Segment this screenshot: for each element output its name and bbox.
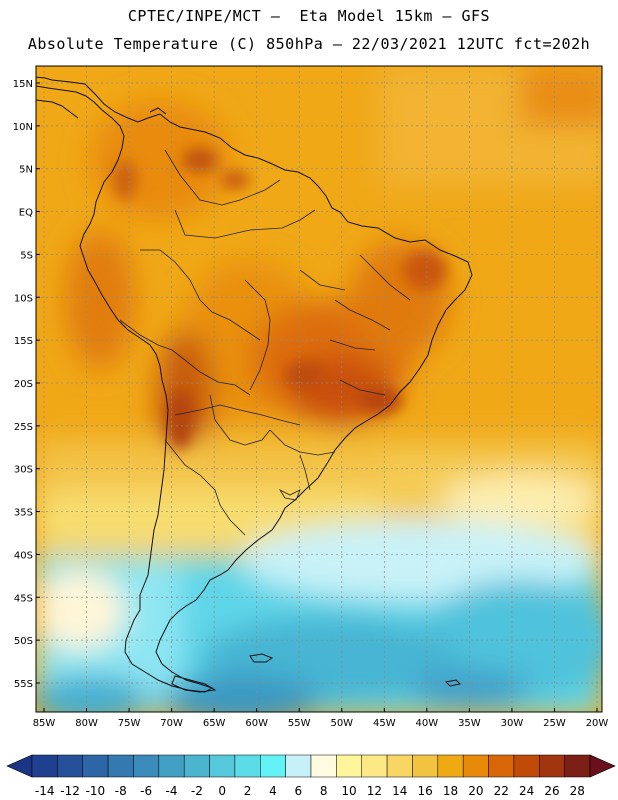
colorbar-label: 0 [218,784,226,798]
colorbar-label: 28 [570,784,585,798]
colorbar-swatch [386,754,413,778]
colorbar-label: -8 [115,784,127,798]
colorbar-swatch [133,754,160,778]
map-subtitle: Absolute Temperature (C) 850hPa – 22/03/… [27,35,591,53]
colorbar-swatch [158,754,185,778]
colorbar-max-arrow [589,754,616,778]
colorbar-label: -10 [86,784,106,798]
colorbar-label: 2 [244,784,252,798]
lon-tick-label: 75W [118,718,141,729]
colorbar-swatch [310,754,337,778]
colorbar-label: 20 [468,784,483,798]
colorbar-label: -2 [191,784,203,798]
colorbar-swatch [183,754,210,778]
graticule [36,66,602,712]
colorbar-label: 18 [443,784,458,798]
colorbar-label: -4 [166,784,178,798]
lat-tick-label: 15N [13,79,33,90]
colorbar-min-arrow [6,754,33,778]
colorbar-swatch [234,754,261,778]
lat-tick-label: EQ [19,208,33,219]
lon-tick-label: 45W [373,718,396,729]
colorbar: -14 -12 -10 -8 -6 -4 -2 0 2 4 6 8 10 12 14 16 18 20 22 24 26… [6,754,616,798]
colorbar-label: -6 [140,784,152,798]
lon-tick-label: 35W [458,718,481,729]
colorbar-swatch [82,754,109,778]
lon-tick-label: 70W [160,718,183,729]
lat-tick-label: 35S [14,508,33,519]
lat-tick-label: 25S [14,422,33,433]
latitude-axis: 15N 10N 5N EQ 5S 10S 15S 20S 25S 30S 35S 40S 45S 50S 5… [13,79,40,690]
colorbar-swatch [488,754,515,778]
colorbar-swatch [539,754,565,778]
lat-tick-label: 5N [19,165,33,176]
map-title: CPTEC/INPE/MCT – Eta Model 15km – GFS [127,7,491,25]
colorbar-swatch [57,754,83,778]
lon-tick-label: 25W [543,718,566,729]
colorbar-label: 10 [341,784,356,798]
colorbar-swatch [336,754,362,778]
lon-tick-label: 40W [416,718,439,729]
colorbar-swatch [513,754,540,778]
lat-tick-label: 30S [14,465,33,476]
colorbar-swatch [412,754,439,778]
colorbar-swatch [209,754,236,778]
colorbar-label: 26 [544,784,559,798]
colorbar-label: 12 [367,784,382,798]
colorbar-label: 4 [269,784,277,798]
lat-tick-label: 20S [14,379,33,390]
lon-tick-label: 80W [75,718,98,729]
lat-tick-label: 40S [14,550,33,561]
colorbar-swatch [31,754,58,778]
lat-tick-label: 50S [14,636,33,647]
colorbar-swatch [462,754,489,778]
lat-tick-label: 15S [14,336,33,347]
lon-tick-label: 50W [330,718,353,729]
colorbar-label: 8 [320,784,328,798]
colorbar-label: 16 [417,784,432,798]
lat-tick-label: 10N [13,122,33,133]
coastlines [36,76,473,693]
colorbar-swatch [361,754,388,778]
lon-tick-label: 85W [33,718,56,729]
lon-tick-label: 55W [288,718,311,729]
country-borders [119,149,411,536]
temperature-field [36,66,602,712]
colorbar-swatch [260,754,286,778]
colorbar-swatch [564,754,591,778]
colorbar-label: 24 [519,784,534,798]
colorbar-swatch [107,754,134,778]
lat-tick-label: 45S [14,593,33,604]
lon-tick-label: 60W [245,718,268,729]
colorbar-label: 6 [294,784,302,798]
colorbar-label: 22 [494,784,509,798]
colorbar-label: -14 [35,784,55,798]
lon-tick-label: 65W [203,718,226,729]
lat-tick-label: 5S [20,250,33,261]
colorbar-label: 14 [392,784,407,798]
lon-tick-label: 20W [586,718,609,729]
colorbar-label: -12 [60,784,80,798]
longitude-axis: 85W 80W 75W 70W 65W 60W 55W 50W 45W 40W 35W 30W 25W 2… [33,708,609,729]
colorbar-swatch [285,754,312,778]
lon-tick-label: 30W [501,718,524,729]
lat-tick-label: 55S [14,679,33,690]
colorbar-swatch [437,754,464,778]
lat-tick-label: 10S [14,293,33,304]
map-frame [35,65,603,713]
